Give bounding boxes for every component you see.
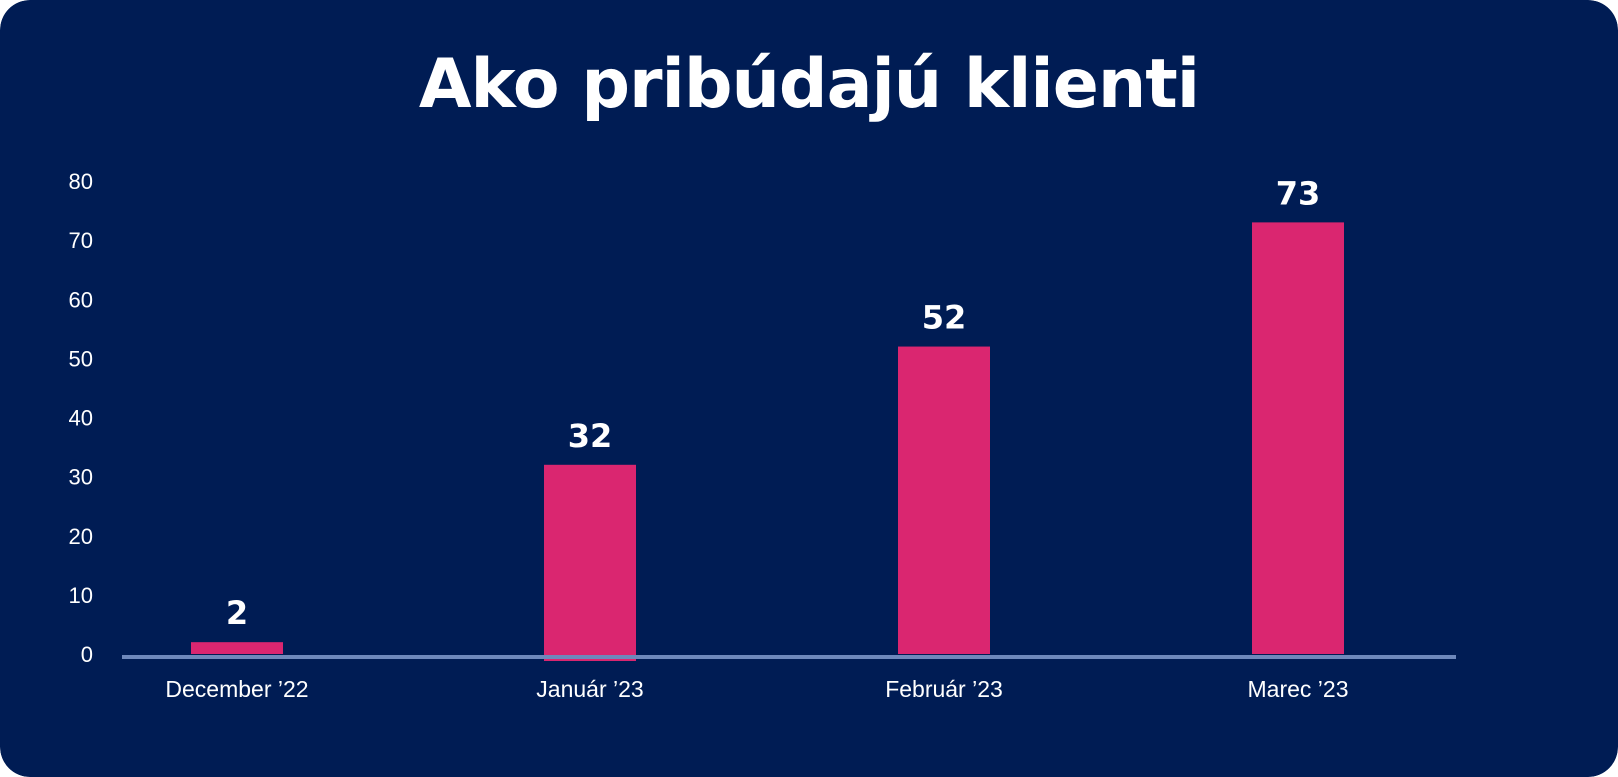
bar: [544, 464, 636, 661]
y-tick-label: 0: [81, 642, 93, 667]
y-tick-label: 40: [69, 406, 93, 431]
bar-series: [191, 222, 1344, 661]
bar: [1252, 222, 1344, 654]
x-tick-label: Január ’23: [536, 676, 643, 702]
data-label: 32: [568, 417, 613, 455]
data-label: 73: [1276, 174, 1321, 212]
data-labels: 2 32 52 73: [226, 174, 1320, 632]
y-axis: 0 10 20 30 40 50 60 70 80: [69, 169, 93, 667]
y-tick-label: 80: [69, 169, 93, 194]
y-tick-label: 30: [69, 465, 93, 490]
chart-title: Ako pribúdajú klienti: [419, 45, 1199, 124]
y-tick-label: 70: [69, 228, 93, 253]
y-tick-label: 20: [69, 524, 93, 549]
y-tick-label: 60: [69, 287, 93, 312]
bar: [191, 642, 283, 654]
y-tick-label: 10: [69, 583, 93, 608]
x-tick-label: Marec ’23: [1248, 676, 1349, 702]
data-label: 2: [226, 594, 248, 632]
data-label: 52: [922, 299, 967, 337]
y-tick-label: 50: [69, 346, 93, 371]
x-axis: December ’22 Január ’23 Február ’23 Marec ’…: [165, 676, 1348, 702]
x-tick-label: Február ’23: [885, 676, 1003, 702]
x-tick-label: December ’22: [165, 676, 308, 702]
bar: [898, 346, 990, 654]
